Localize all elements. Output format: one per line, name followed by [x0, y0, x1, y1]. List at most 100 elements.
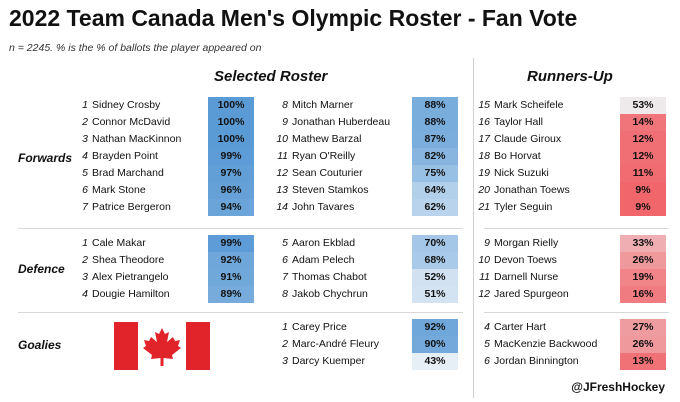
player-name: Nick Suzuki	[494, 167, 549, 179]
player-number: 13	[276, 184, 288, 196]
vote-percent-cell: 52%	[412, 269, 458, 286]
vote-percent-cell: 27%	[620, 319, 666, 336]
player-row: 6 Mark Stone 96%	[74, 182, 256, 199]
player-row: 14 John Tavares 62%	[274, 199, 460, 216]
player-row: 2 Marc-André Fleury 90%	[274, 336, 460, 353]
player-name: Taylor Hall	[494, 116, 544, 128]
player-name: Darnell Nurse	[494, 271, 559, 283]
player-number: 10	[478, 254, 490, 266]
player-row: 5 Aaron Ekblad 70%	[274, 235, 460, 252]
player-name: Alex Pietrangelo	[92, 271, 169, 283]
player-name: Jonathan Toews	[494, 184, 570, 196]
vote-percent-cell: 100%	[208, 131, 254, 148]
player-number: 16	[478, 116, 490, 128]
vote-percent-cell: 88%	[412, 97, 458, 114]
player-row: 7 Thomas Chabot 52%	[274, 269, 460, 286]
player-number: 17	[478, 133, 490, 145]
player-name: Mitch Marner	[292, 99, 354, 111]
player-name: Dougie Hamilton	[92, 288, 170, 300]
vote-percent-cell: 33%	[620, 235, 666, 252]
player-name: Tyler Seguin	[494, 201, 553, 213]
player-row: 2 Shea Theodore 92%	[74, 252, 256, 269]
player-number: 2	[82, 254, 88, 266]
page-subtitle: n = 2245. % is the % of ballots the play…	[9, 42, 262, 54]
player-row: 1 Carey Price 92%	[274, 319, 460, 336]
player-name: Ryan O'Reilly	[292, 150, 356, 162]
runners-forwards-table: 15 Mark Scheifele 53% 16 Taylor Hall 14% 17 Cla…	[476, 97, 668, 216]
vote-percent-cell: 99%	[208, 235, 254, 252]
vote-percent-cell: 82%	[412, 148, 458, 165]
player-number: 12	[276, 167, 288, 179]
player-row: 19 Nick Suzuki 11%	[476, 165, 668, 182]
vote-percent-cell: 12%	[620, 131, 666, 148]
vote-percent-cell: 9%	[620, 182, 666, 199]
player-name: Carey Price	[292, 321, 347, 333]
vote-percent-cell: 51%	[412, 286, 458, 303]
player-row: 10 Devon Toews 26%	[476, 252, 668, 269]
runners-goalies-table: 4 Carter Hart 27% 5 MacKenzie Backwood 26% 6 Jo…	[476, 319, 668, 370]
player-name: Morgan Rielly	[494, 237, 559, 249]
player-number: 1	[282, 321, 288, 333]
player-number: 21	[478, 201, 490, 213]
player-row: 8 Jakob Chychrun 51%	[274, 286, 460, 303]
player-number: 5	[484, 338, 490, 350]
vote-percent-cell: 53%	[620, 97, 666, 114]
player-name: Marc-André Fleury	[292, 338, 379, 350]
vote-percent-cell: 13%	[620, 353, 666, 370]
vote-percent-cell: 100%	[208, 114, 254, 131]
player-row: 13 Steven Stamkos 64%	[274, 182, 460, 199]
player-row: 4 Dougie Hamilton 89%	[74, 286, 256, 303]
player-row: 8 Mitch Marner 88%	[274, 97, 460, 114]
runners-defence-table: 9 Morgan Rielly 33% 10 Devon Toews 26% 11 Darne…	[476, 235, 668, 303]
forwards-table-a: 1 Sidney Crosby 100% 2 Connor McDavid 100% 3 Na…	[74, 97, 256, 216]
vote-percent-cell: 16%	[620, 286, 666, 303]
player-number: 9	[282, 116, 288, 128]
player-name: Claude Giroux	[494, 133, 562, 145]
vote-percent-cell: 90%	[412, 336, 458, 353]
vote-percent-cell: 70%	[412, 235, 458, 252]
player-name: Jakob Chychrun	[292, 288, 368, 300]
player-number: 11	[277, 150, 288, 162]
player-name: Sidney Crosby	[92, 99, 161, 111]
player-name: Patrice Bergeron	[92, 201, 171, 213]
player-row: 12 Jared Spurgeon 16%	[476, 286, 668, 303]
vote-percent-cell: 96%	[208, 182, 254, 199]
player-number: 7	[282, 271, 288, 283]
player-number: 8	[282, 99, 288, 111]
player-number: 5	[82, 167, 88, 179]
vote-percent-cell: 75%	[412, 165, 458, 182]
page-title: 2022 Team Canada Men's Olympic Roster - …	[9, 5, 578, 31]
player-number: 10	[276, 133, 288, 145]
defence-label: Defence	[18, 262, 65, 276]
player-number: 1	[82, 99, 88, 111]
player-name: Thomas Chabot	[292, 271, 367, 283]
vote-percent-cell: 19%	[620, 269, 666, 286]
vote-percent-cell: 100%	[208, 97, 254, 114]
player-name: Devon Toews	[494, 254, 557, 266]
vote-percent-cell: 89%	[208, 286, 254, 303]
player-number: 2	[82, 116, 88, 128]
player-row: 3 Darcy Kuemper 43%	[274, 353, 460, 370]
vote-percent-cell: 64%	[412, 182, 458, 199]
player-row: 18 Bo Horvat 12%	[476, 148, 668, 165]
player-number: 3	[82, 271, 88, 283]
player-row: 4 Brayden Point 99%	[74, 148, 256, 165]
player-name: Sean Couturier	[292, 167, 363, 179]
player-number: 6	[282, 254, 288, 266]
runners-defence-goalies-divider	[484, 312, 669, 313]
player-row: 9 Jonathan Huberdeau 88%	[274, 114, 460, 131]
vote-percent-cell: 26%	[620, 252, 666, 269]
player-name: Shea Theodore	[92, 254, 165, 266]
vote-percent-cell: 62%	[412, 199, 458, 216]
player-row: 6 Jordan Binnington 13%	[476, 353, 668, 370]
vote-percent-cell: 88%	[412, 114, 458, 131]
player-number: 7	[82, 201, 88, 213]
vote-percent-cell: 14%	[620, 114, 666, 131]
canada-flag-icon	[114, 322, 210, 370]
player-number: 8	[282, 288, 288, 300]
player-number: 1	[82, 237, 88, 249]
player-number: 4	[82, 288, 88, 300]
selected-roster-heading: Selected Roster	[214, 68, 328, 85]
player-number: 14	[276, 201, 288, 213]
player-name: Cale Makar	[92, 237, 146, 249]
